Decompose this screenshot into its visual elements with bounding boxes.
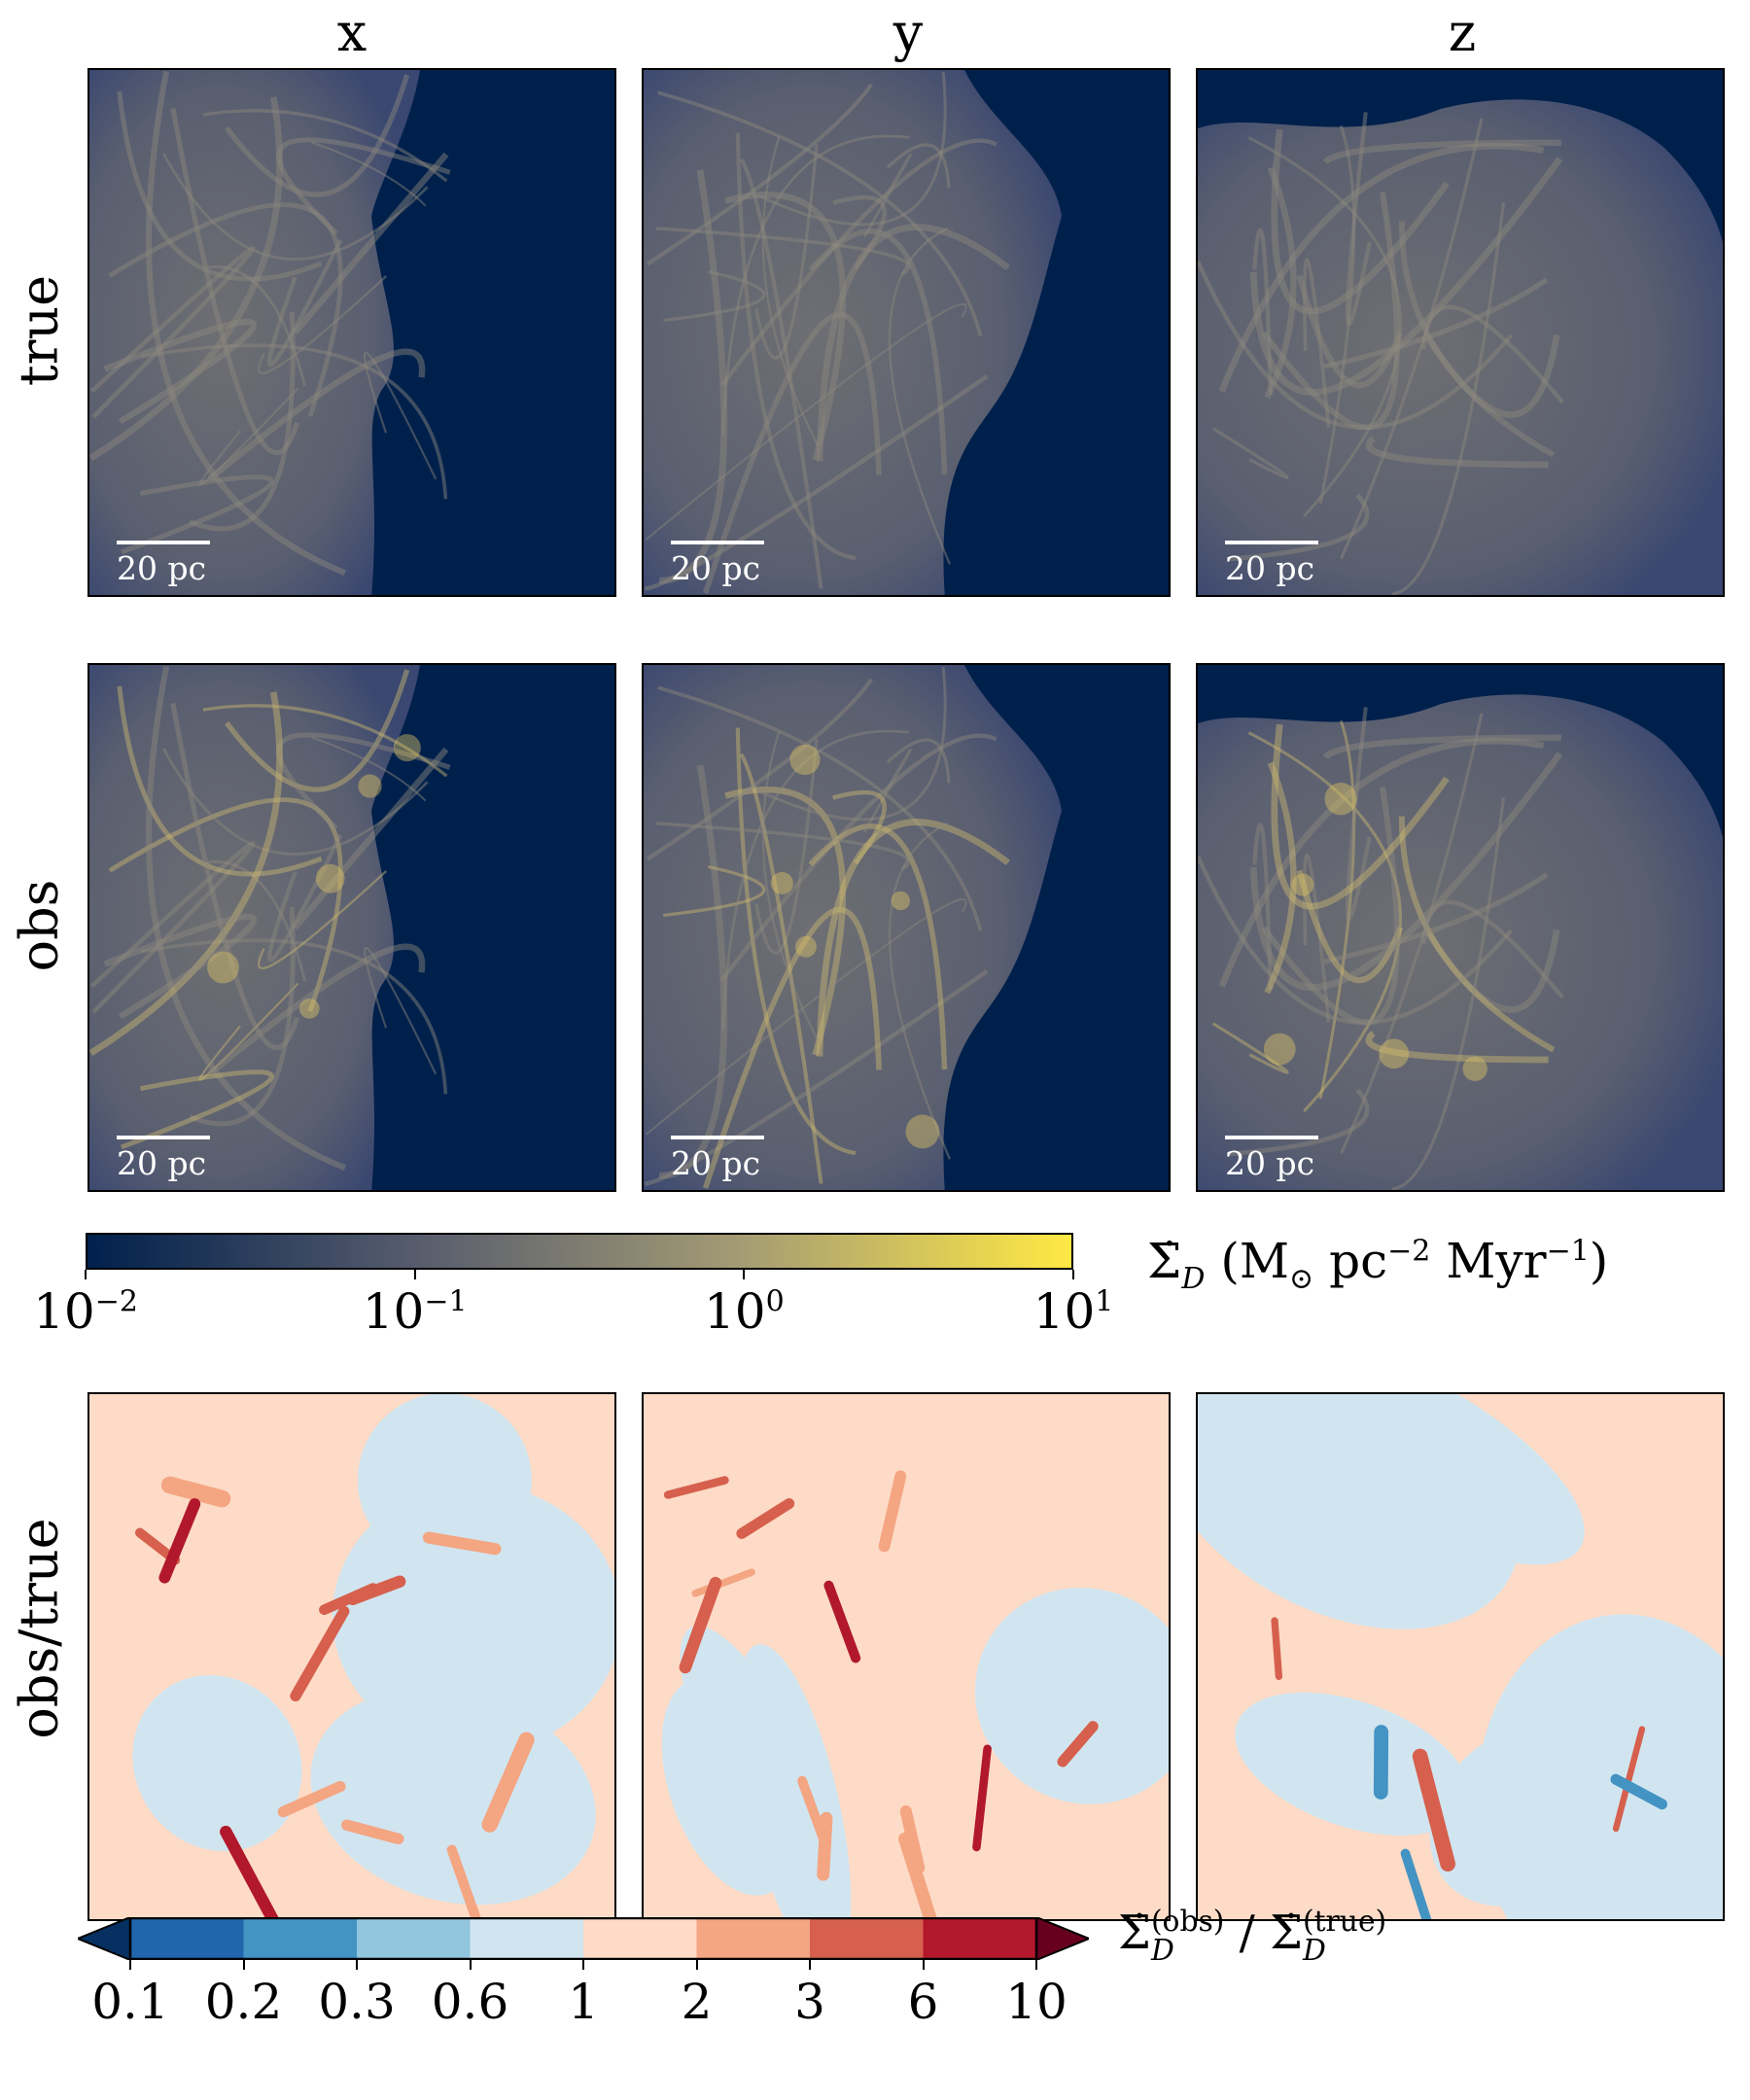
- ratio-tick: [1035, 1960, 1037, 1970]
- ratio-tick-label: 2: [681, 1974, 713, 2030]
- ratio-tick-label: 0.1: [91, 1974, 169, 2030]
- scale-bar-label: 20 pc: [1225, 549, 1315, 587]
- ratio-tick: [356, 1960, 358, 1970]
- scale-bar: [117, 1136, 210, 1139]
- density-map: [1198, 665, 1723, 1190]
- ratio-tick: [582, 1960, 584, 1970]
- ratio-tick: [695, 1960, 698, 1970]
- ratio-tick-label: 0.6: [431, 1974, 509, 2030]
- ratio-tick-label: 6: [907, 1974, 939, 2030]
- scale-bar-label: 20 pc: [1225, 1144, 1315, 1182]
- panel-true-y: 20 pc: [642, 68, 1171, 597]
- density-map: [644, 665, 1169, 1190]
- ratio-colorbar-bin: [583, 1917, 697, 1960]
- density-colorbar: [86, 1233, 1073, 1270]
- ratio-tick: [129, 1960, 131, 1970]
- row-label-obs: obs: [8, 879, 70, 972]
- ratio-tick: [469, 1960, 472, 1970]
- scale-bar-label: 20 pc: [671, 549, 761, 587]
- scale-bar-label: 20 pc: [117, 549, 207, 587]
- ratio-colorbar-label: Σ̇ (obs) D / Σ̇ (true) D: [1118, 1904, 1387, 1968]
- ratio-map: [1198, 1394, 1723, 1919]
- density-tick-label: 10−1: [362, 1283, 468, 1340]
- panel-obs-y: 20 pc: [642, 663, 1171, 1192]
- ratio-tick-label: 0.2: [204, 1974, 283, 2030]
- column-title-z: z: [1448, 2, 1477, 63]
- ratio-colorbar-bin: [130, 1917, 244, 1960]
- ratio-colorbar-bin: [923, 1917, 1037, 1960]
- density-map: [89, 665, 614, 1190]
- ratio-colorbar-bin: [243, 1917, 358, 1960]
- ratio-tick-label: 3: [794, 1974, 825, 2030]
- row-label-ratio: obs/true: [8, 1518, 70, 1739]
- scale-bar: [117, 541, 210, 544]
- panel-ratio-x: [88, 1392, 616, 1921]
- panel-ratio-z: [1196, 1392, 1725, 1921]
- density-tick: [1072, 1270, 1074, 1279]
- panel-true-z: 20 pc: [1196, 68, 1725, 597]
- panel-obs-z: 20 pc: [1196, 663, 1725, 1192]
- density-tick-label: 10−2: [33, 1283, 138, 1340]
- ratio-colorbar: [78, 1917, 1089, 1960]
- ratio-map: [89, 1394, 614, 1919]
- ratio-map: [644, 1394, 1169, 1919]
- row-label-true: true: [8, 274, 70, 387]
- panel-true-x: 20 pc: [88, 68, 616, 597]
- column-title-x: x: [336, 2, 368, 63]
- ratio-tick: [809, 1960, 811, 1970]
- density-tick: [413, 1270, 416, 1279]
- ratio-colorbar-bin: [696, 1917, 811, 1960]
- density-map: [644, 70, 1169, 595]
- density-tick: [743, 1270, 746, 1279]
- panel-ratio-y: [642, 1392, 1171, 1921]
- scale-bar: [1225, 541, 1318, 544]
- column-title-y: y: [892, 2, 924, 63]
- ratio-tick: [242, 1960, 245, 1970]
- ratio-tick-label: 0.3: [318, 1974, 396, 2030]
- panel-obs-x: 20 pc: [88, 663, 616, 1192]
- scale-bar: [671, 1136, 764, 1139]
- scale-bar: [1225, 1136, 1318, 1139]
- scale-bar: [671, 541, 764, 544]
- ratio-tick-label: 10: [1005, 1974, 1068, 2030]
- scale-bar-label: 20 pc: [117, 1144, 207, 1182]
- density-map: [1198, 70, 1723, 595]
- ratio-tick-label: 1: [568, 1974, 599, 2030]
- density-colorbar-label: Σ̇D (M⊙ pc−2 Myr−1): [1147, 1233, 1609, 1296]
- ratio-colorbar-bin: [810, 1917, 924, 1960]
- density-map: [89, 70, 614, 595]
- density-tick-label: 100: [703, 1283, 785, 1340]
- ratio-tick: [922, 1960, 925, 1970]
- scale-bar-label: 20 pc: [671, 1144, 761, 1182]
- density-tick: [85, 1270, 87, 1279]
- ratio-colorbar-bin: [357, 1917, 471, 1960]
- density-tick-label: 101: [1032, 1283, 1114, 1340]
- ratio-colorbar-bin: [470, 1917, 584, 1960]
